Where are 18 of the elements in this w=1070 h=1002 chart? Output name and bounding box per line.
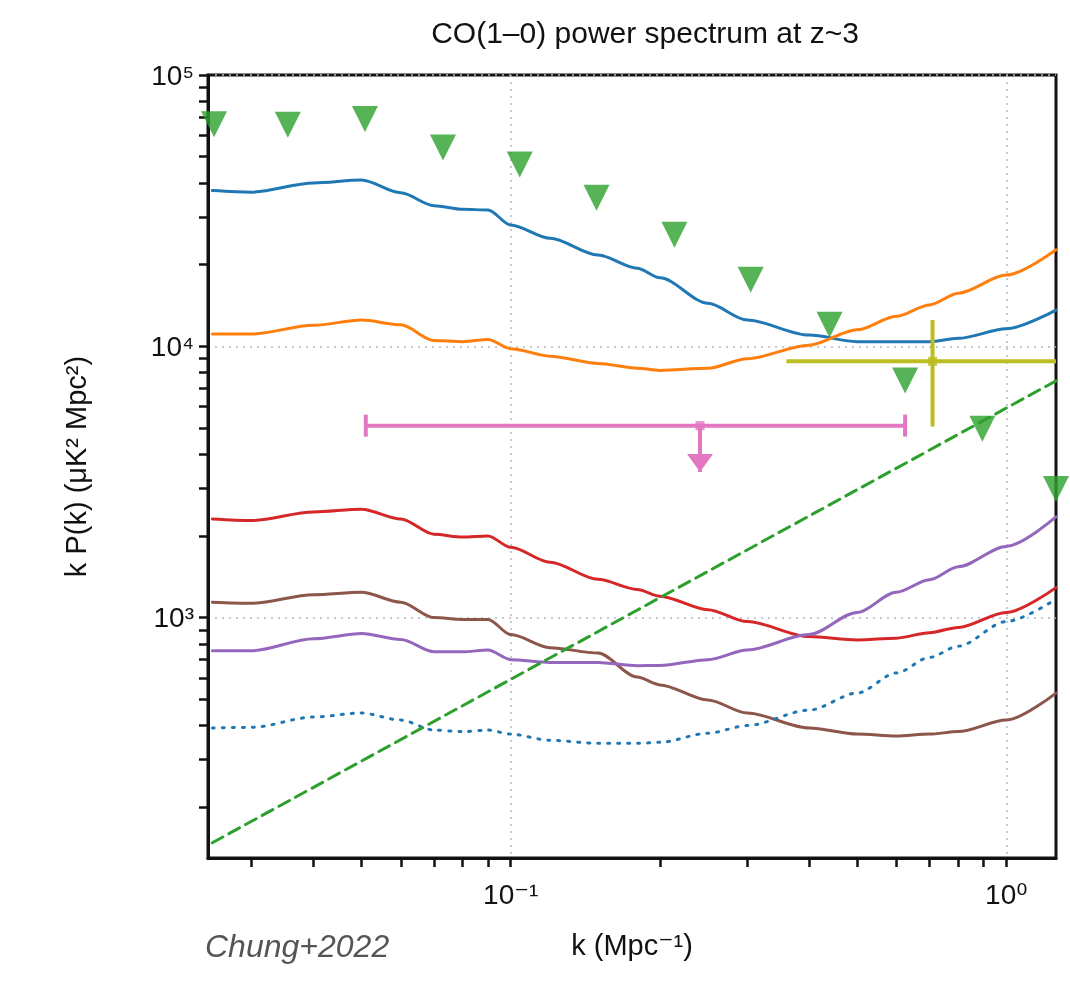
y-tick-label: 10⁴	[150, 330, 194, 362]
point	[892, 367, 919, 394]
point	[429, 134, 456, 161]
y-tick-label: 10³	[153, 602, 194, 634]
x-tick-label: 10⁻¹	[483, 878, 539, 910]
chart-title: CO(1–0) power spectrum at z~3	[431, 15, 859, 49]
y-tick-label: 10⁵	[151, 59, 194, 91]
x-tick-label: 10⁰	[985, 878, 1028, 910]
text: Chung+2022	[205, 928, 390, 964]
point	[737, 266, 764, 293]
y-axis-title: k P(k) (μK² Mpc²)	[59, 355, 92, 578]
point	[661, 221, 688, 248]
x-axis-title: k (Mpc⁻¹)	[571, 928, 693, 961]
point	[816, 311, 843, 338]
point	[583, 184, 610, 211]
point	[506, 151, 533, 178]
point	[969, 415, 996, 442]
point	[201, 111, 228, 138]
